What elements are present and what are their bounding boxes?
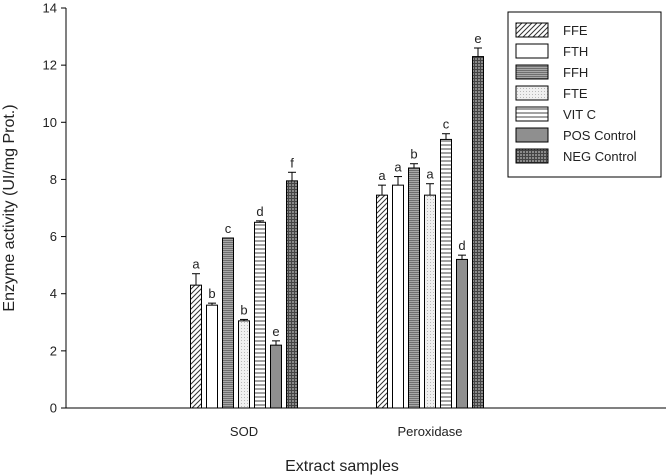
y-tick-label: 10 <box>43 115 57 130</box>
legend-label: FTH <box>563 44 588 59</box>
legend-swatch <box>515 127 549 143</box>
bar <box>392 184 404 409</box>
legend-swatch <box>515 43 549 59</box>
significance-label: b <box>240 302 247 317</box>
bar <box>190 284 202 409</box>
significance-label: a <box>394 160 402 175</box>
legend-label: POS Control <box>563 128 636 143</box>
significance-label: d <box>256 204 263 219</box>
significance-label: d <box>458 238 465 253</box>
legend-label: FTE <box>563 86 588 101</box>
significance-label: a <box>192 257 200 272</box>
bar <box>376 194 388 409</box>
bar <box>456 258 468 409</box>
legend-swatch <box>515 106 549 122</box>
bar <box>222 237 234 409</box>
significance-label: b <box>410 147 417 162</box>
y-tick-label: 4 <box>50 286 57 301</box>
x-tick-label: SOD <box>230 424 258 439</box>
bar <box>238 320 250 409</box>
bar <box>286 180 298 409</box>
legend-label: VIT C <box>563 107 596 122</box>
bar <box>440 138 452 409</box>
bar <box>408 167 420 409</box>
significance-label: c <box>443 117 450 132</box>
legend-swatch <box>515 22 549 38</box>
x-axis-title: Extract samples <box>285 458 399 475</box>
bar <box>254 221 266 409</box>
significance-label: f <box>290 155 294 170</box>
bar <box>206 304 218 409</box>
legend-label: FFH <box>563 65 588 80</box>
y-tick-label: 2 <box>50 343 57 358</box>
legend-swatch <box>515 148 549 164</box>
legend-swatch <box>515 64 549 80</box>
legend-label: NEG Control <box>563 149 637 164</box>
bar <box>270 344 282 409</box>
significance-label: c <box>225 221 232 236</box>
y-tick-label: 14 <box>43 1 57 16</box>
y-tick-label: 12 <box>43 58 57 73</box>
x-ticks: SOD Peroxidase <box>230 424 463 439</box>
significance-label: a <box>378 168 386 183</box>
legend-items: FFE FTH FFH FTE VIT C POS Control NEG Control <box>515 22 637 164</box>
significance-label: e <box>272 324 279 339</box>
y-tick-label: 6 <box>50 229 57 244</box>
legend: FFE FTH FFH FTE VIT C POS Control NEG Control <box>507 11 662 178</box>
legend-label: FFE <box>563 23 588 38</box>
y-tick-label: 0 <box>50 401 57 416</box>
significance-label: b <box>208 286 215 301</box>
significance-label: e <box>474 31 481 46</box>
y-ticks: 0 2 4 6 8 10 12 14 <box>43 1 66 416</box>
bar <box>472 56 484 409</box>
y-axis-title: Enzyme activity (UI/mg Prot.) <box>1 104 18 311</box>
y-tick-label: 8 <box>50 172 57 187</box>
x-tick-label: Peroxidase <box>397 424 462 439</box>
legend-swatch <box>515 85 549 101</box>
bar <box>424 194 436 409</box>
significance-label: a <box>426 167 434 182</box>
